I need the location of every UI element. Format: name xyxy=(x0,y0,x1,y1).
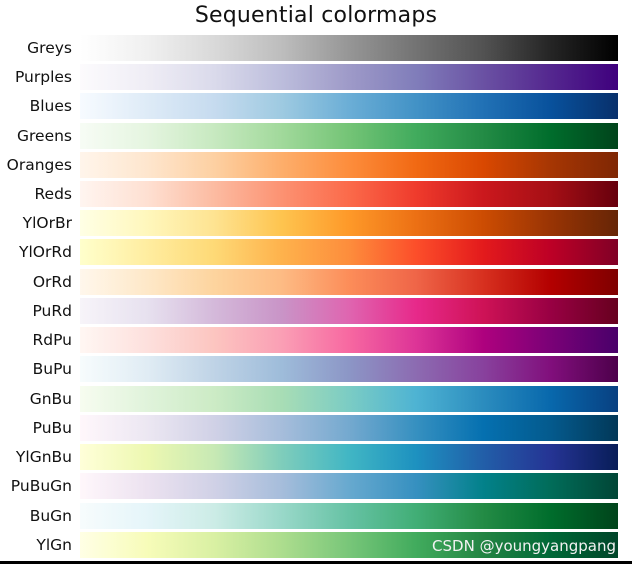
colormap-bar xyxy=(80,239,618,265)
colormap-row-blues: Blues xyxy=(0,93,632,119)
colormap-bar xyxy=(80,181,618,207)
colormap-label: YlGn xyxy=(36,536,72,554)
colormap-row-gnbu: GnBu xyxy=(0,386,632,412)
watermark: CSDN @youngyangpang xyxy=(432,537,616,555)
chart-title: Sequential colormaps xyxy=(194,3,438,28)
colormap-row-greys: Greys xyxy=(0,35,632,61)
colormap-label: YlOrBr xyxy=(22,214,72,232)
colormap-bar xyxy=(80,35,618,61)
colormap-row-bugn: BuGn xyxy=(0,503,632,529)
colormap-bar xyxy=(80,64,618,90)
colormap-bar xyxy=(80,386,618,412)
colormap-bar xyxy=(80,327,618,353)
colormap-row-pubu: PuBu xyxy=(0,415,632,441)
colormap-label: Reds xyxy=(34,185,72,203)
colormap-row-purd: PuRd xyxy=(0,298,632,324)
colormap-label: Greens xyxy=(16,127,72,145)
colormap-label: Purples xyxy=(14,68,72,86)
colormap-label: GnBu xyxy=(29,390,72,408)
colormap-label: YlOrRd xyxy=(19,243,72,261)
colormap-bar xyxy=(80,93,618,119)
colormap-bar xyxy=(80,152,618,178)
colormap-label: PuBu xyxy=(32,419,72,437)
colormap-bar xyxy=(80,269,618,295)
colormap-row-ylorrd: YlOrRd xyxy=(0,239,632,265)
colormap-row-ylgnbu: YlGnBu xyxy=(0,444,632,470)
colormap-bar xyxy=(80,473,618,499)
colormap-row-greens: Greens xyxy=(0,123,632,149)
colormap-label: BuGn xyxy=(29,507,72,525)
colormap-bar xyxy=(80,356,618,382)
colormap-bar xyxy=(80,444,618,470)
colormap-label: Oranges xyxy=(6,156,72,174)
colormap-bar xyxy=(80,210,618,236)
colormap-label: RdPu xyxy=(32,331,72,349)
colormap-row-purples: Purples xyxy=(0,64,632,90)
colormap-row-oranges: Oranges xyxy=(0,152,632,178)
colormap-row-bupu: BuPu xyxy=(0,356,632,382)
colormap-bar xyxy=(80,123,618,149)
colormap-label: PuRd xyxy=(32,302,72,320)
colormap-bar xyxy=(80,298,618,324)
colormap-label: BuPu xyxy=(32,360,72,378)
colormap-label: Blues xyxy=(29,97,72,115)
colormap-row-reds: Reds xyxy=(0,181,632,207)
colormap-row-ylgn: YlGn xyxy=(0,532,632,558)
colormap-label: Greys xyxy=(27,39,72,57)
colormap-label: OrRd xyxy=(32,273,72,291)
colormap-bar xyxy=(80,532,618,558)
colormap-bar xyxy=(80,415,618,441)
colormap-row-orrd: OrRd xyxy=(0,269,632,295)
colormap-label: PuBuGn xyxy=(10,477,72,495)
colormap-row-rdpu: RdPu xyxy=(0,327,632,353)
colormap-bar xyxy=(80,503,618,529)
bottom-border xyxy=(0,561,632,564)
colormap-row-pubugn: PuBuGn xyxy=(0,473,632,499)
colormap-label: YlGnBu xyxy=(15,448,72,466)
colormap-row-ylorbr: YlOrBr xyxy=(0,210,632,236)
